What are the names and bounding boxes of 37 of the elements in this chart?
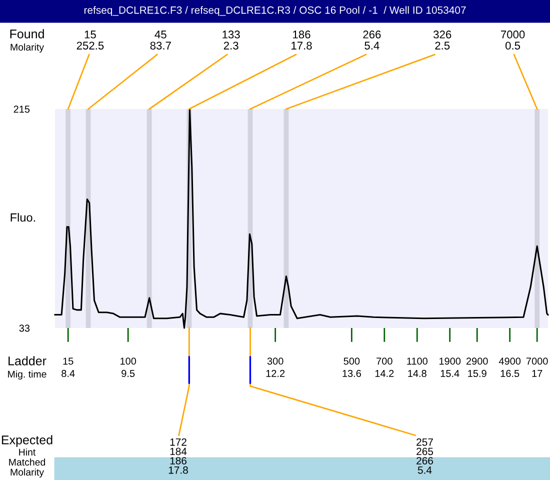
chart-title: refseq_DCLRE1C.F3 / refseq_DCLRE1C.R3 / OSC 16 Pool / -1 / Well ID 1053407 — [84, 6, 466, 16]
annotation: 186 17.8 — [292, 30, 312, 50]
text: Expected Hint Matched Molarity — [2, 435, 52, 478]
annotation: 257 265 266 5.4 — [416, 438, 434, 474]
line-series — [54, 108, 549, 329]
x-tick-label: 13.6 — [342, 370, 361, 378]
annotation: 7000 0.5 — [501, 30, 525, 50]
annotation: 15 252.5 — [76, 30, 104, 50]
text: 15 — [63, 358, 74, 365]
x-tick-label: 17 — [532, 370, 542, 377]
text: 4900 — [498, 358, 521, 365]
x-tick-label: 15.9 — [468, 370, 486, 378]
annotation: 326 2.5 — [434, 30, 452, 50]
annotation: 172 184 186 17.8 — [168, 438, 188, 474]
x-tick-label: 14.8 — [408, 370, 426, 378]
x-tick-label: 8.4 — [62, 370, 75, 378]
text: 7000 — [526, 358, 548, 365]
x-tick-label: 14.2 — [375, 370, 394, 377]
text: 1100 — [407, 358, 428, 365]
x-tick-label: 9.5 — [122, 370, 135, 378]
x-tick-label: 12.2 — [266, 370, 285, 377]
y-axis-title: Fluo. — [10, 212, 35, 222]
x-tick-label: 16.5 — [500, 370, 520, 378]
text: 500 — [344, 358, 360, 365]
text: Found Molarity — [10, 29, 44, 53]
text: 300 — [267, 358, 284, 365]
text: 100 — [120, 358, 136, 365]
y-tick-label: 215 — [14, 106, 30, 113]
x-tick-label: 15.4 — [440, 370, 460, 378]
text: Ladder Mig. time — [8, 356, 46, 380]
y-tick-label: 33 — [19, 324, 30, 332]
annotation: 45 83.7 — [150, 30, 171, 50]
annotation: 266 5.4 — [363, 30, 381, 50]
text: 2900 — [466, 358, 488, 365]
text: 1900 — [439, 358, 461, 365]
text: 700 — [376, 358, 392, 365]
annotation: 133 2.3 — [222, 30, 240, 50]
